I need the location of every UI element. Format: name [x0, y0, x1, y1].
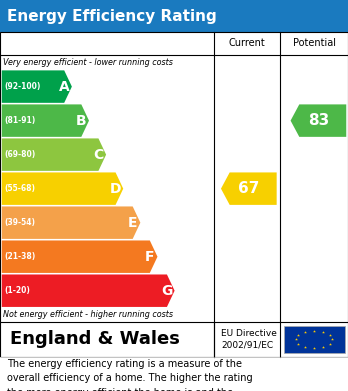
- Text: G: G: [161, 284, 173, 298]
- Text: EU Directive: EU Directive: [221, 329, 277, 338]
- Text: (1-20): (1-20): [4, 286, 30, 295]
- Text: 83: 83: [308, 113, 329, 128]
- Text: Very energy efficient - lower running costs: Very energy efficient - lower running co…: [3, 58, 173, 67]
- Text: C: C: [93, 148, 104, 161]
- Text: (69-80): (69-80): [4, 150, 35, 159]
- Polygon shape: [2, 138, 106, 171]
- Text: F: F: [145, 250, 155, 264]
- Text: (81-91): (81-91): [4, 116, 35, 125]
- Polygon shape: [2, 104, 89, 137]
- Text: 2002/91/EC: 2002/91/EC: [221, 341, 273, 350]
- Polygon shape: [2, 240, 157, 273]
- Polygon shape: [2, 70, 72, 103]
- Text: Current: Current: [229, 38, 266, 48]
- Polygon shape: [2, 206, 140, 239]
- Text: Energy Efficiency Rating: Energy Efficiency Rating: [7, 9, 217, 23]
- Text: England & Wales: England & Wales: [10, 330, 180, 348]
- Text: The energy efficiency rating is a measure of the
overall efficiency of a home. T: The energy efficiency rating is a measur…: [7, 359, 253, 391]
- Bar: [0, 322, 348, 357]
- Text: (92-100): (92-100): [4, 82, 41, 91]
- Bar: [0, 32, 348, 357]
- Text: Potential: Potential: [293, 38, 335, 48]
- Text: A: A: [59, 80, 70, 93]
- Text: B: B: [76, 114, 87, 127]
- Bar: [0, 0, 348, 32]
- Polygon shape: [291, 104, 346, 137]
- Text: (55-68): (55-68): [4, 184, 35, 193]
- Text: D: D: [110, 182, 121, 196]
- Bar: [0, 357, 348, 391]
- Text: (39-54): (39-54): [4, 218, 35, 227]
- Text: 67: 67: [238, 181, 260, 196]
- Bar: [284, 326, 345, 353]
- Text: (21-38): (21-38): [4, 252, 35, 261]
- Text: E: E: [128, 216, 137, 230]
- Bar: [0, 32, 348, 357]
- Polygon shape: [2, 274, 175, 307]
- Polygon shape: [2, 172, 123, 205]
- Text: Not energy efficient - higher running costs: Not energy efficient - higher running co…: [3, 310, 174, 319]
- Polygon shape: [221, 172, 277, 205]
